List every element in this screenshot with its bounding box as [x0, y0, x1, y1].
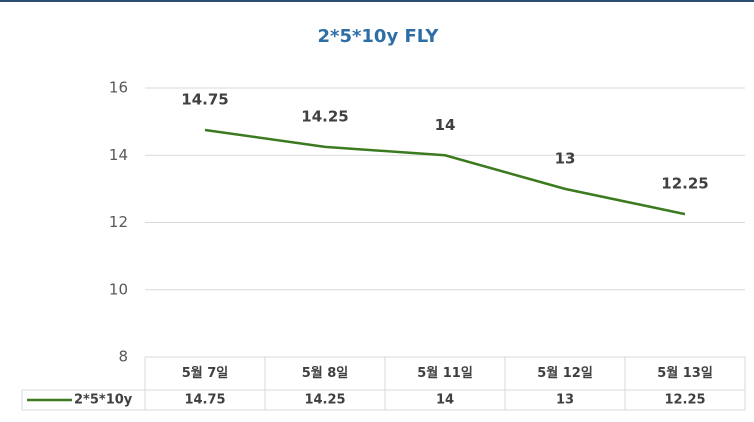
table-value: 12.25 — [664, 393, 705, 408]
x-tick-label: 5월 12일 — [537, 365, 593, 381]
x-tick-label: 5월 11일 — [417, 365, 473, 381]
y-tick-label: 14 — [109, 146, 128, 164]
y-tick-label: 8 — [118, 348, 128, 366]
table-value: 14 — [436, 393, 454, 408]
legend-label: 2*5*10y — [74, 393, 133, 408]
y-tick-label: 16 — [109, 79, 128, 97]
top-border — [0, 0, 754, 2]
data-label: 13 — [555, 149, 576, 167]
table-value: 14.25 — [304, 393, 345, 408]
x-tick-label: 5월 8일 — [302, 365, 349, 381]
table-value: 13 — [556, 393, 574, 408]
x-tick-label: 5월 7일 — [182, 365, 229, 381]
x-tick-label: 5월 13일 — [657, 365, 713, 381]
chart-title: 2*5*10y FLY — [318, 26, 440, 47]
table-value: 14.75 — [184, 393, 225, 408]
data-label: 12.25 — [661, 175, 708, 193]
data-label: 14.75 — [181, 91, 228, 109]
series-line — [204, 128, 686, 216]
data-label: 14.25 — [301, 107, 348, 125]
data-label: 14 — [435, 116, 456, 134]
y-tick-label: 12 — [109, 213, 128, 231]
y-tick-label: 10 — [109, 280, 128, 298]
